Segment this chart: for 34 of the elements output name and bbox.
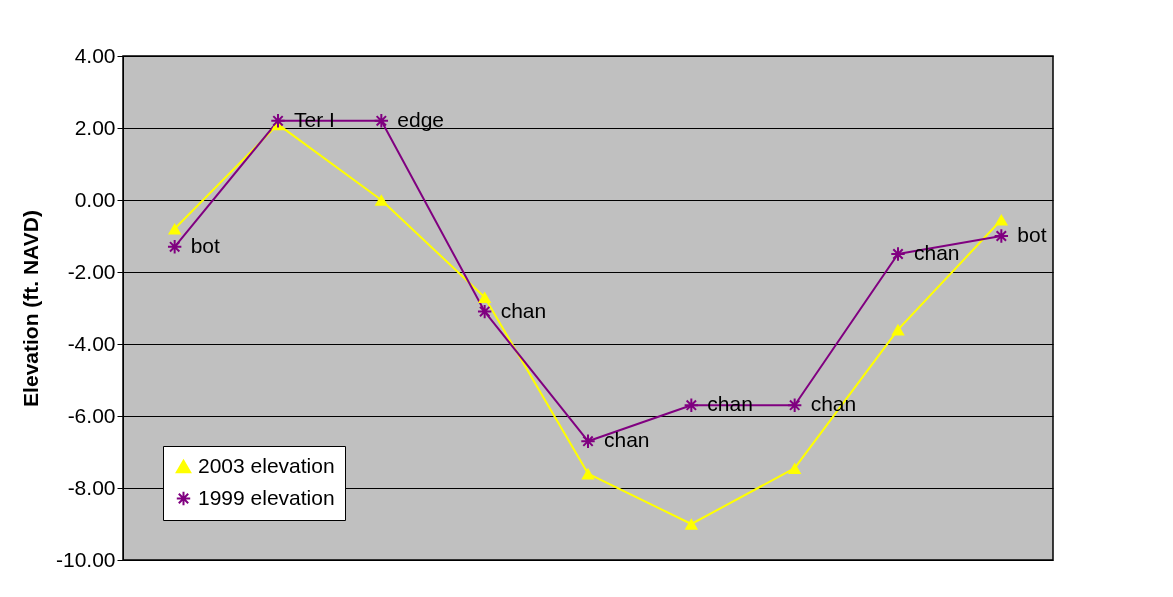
y-tick-label: -2.00 [67,259,116,283]
y-tick-label: -6.00 [67,403,116,427]
data-label: chan [604,428,650,452]
point [684,518,699,530]
y-tick-label: -10.00 [55,547,116,571]
y-tick-label: 2.00 [74,115,116,139]
point [580,433,596,449]
legend-label: 1999 elevation [198,485,335,509]
point [581,467,595,480]
point [166,239,183,255]
point [477,291,492,304]
point [787,462,802,475]
point [994,213,1009,226]
y-axis-title: Elevation (ft. NAVD) [18,210,42,407]
point [891,323,905,336]
y-tick-label: 0.00 [74,187,116,211]
point [167,222,182,235]
y-tick-label: -8.00 [67,475,116,499]
y-tick-label: 4.00 [74,43,116,67]
point [890,246,906,262]
point [683,397,700,413]
data-label: chan [500,298,547,322]
point [993,228,1010,244]
point [476,303,493,320]
point [373,113,390,129]
point [786,397,803,413]
data-label: bot [1017,223,1047,246]
data-label: bot [190,233,221,257]
y-tick-label: -4.00 [67,331,116,355]
point [374,194,389,206]
data-label: chan [914,241,960,264]
point [270,113,286,129]
data-label: edge [397,107,445,131]
legend-label: 2003 elevation [198,453,335,477]
